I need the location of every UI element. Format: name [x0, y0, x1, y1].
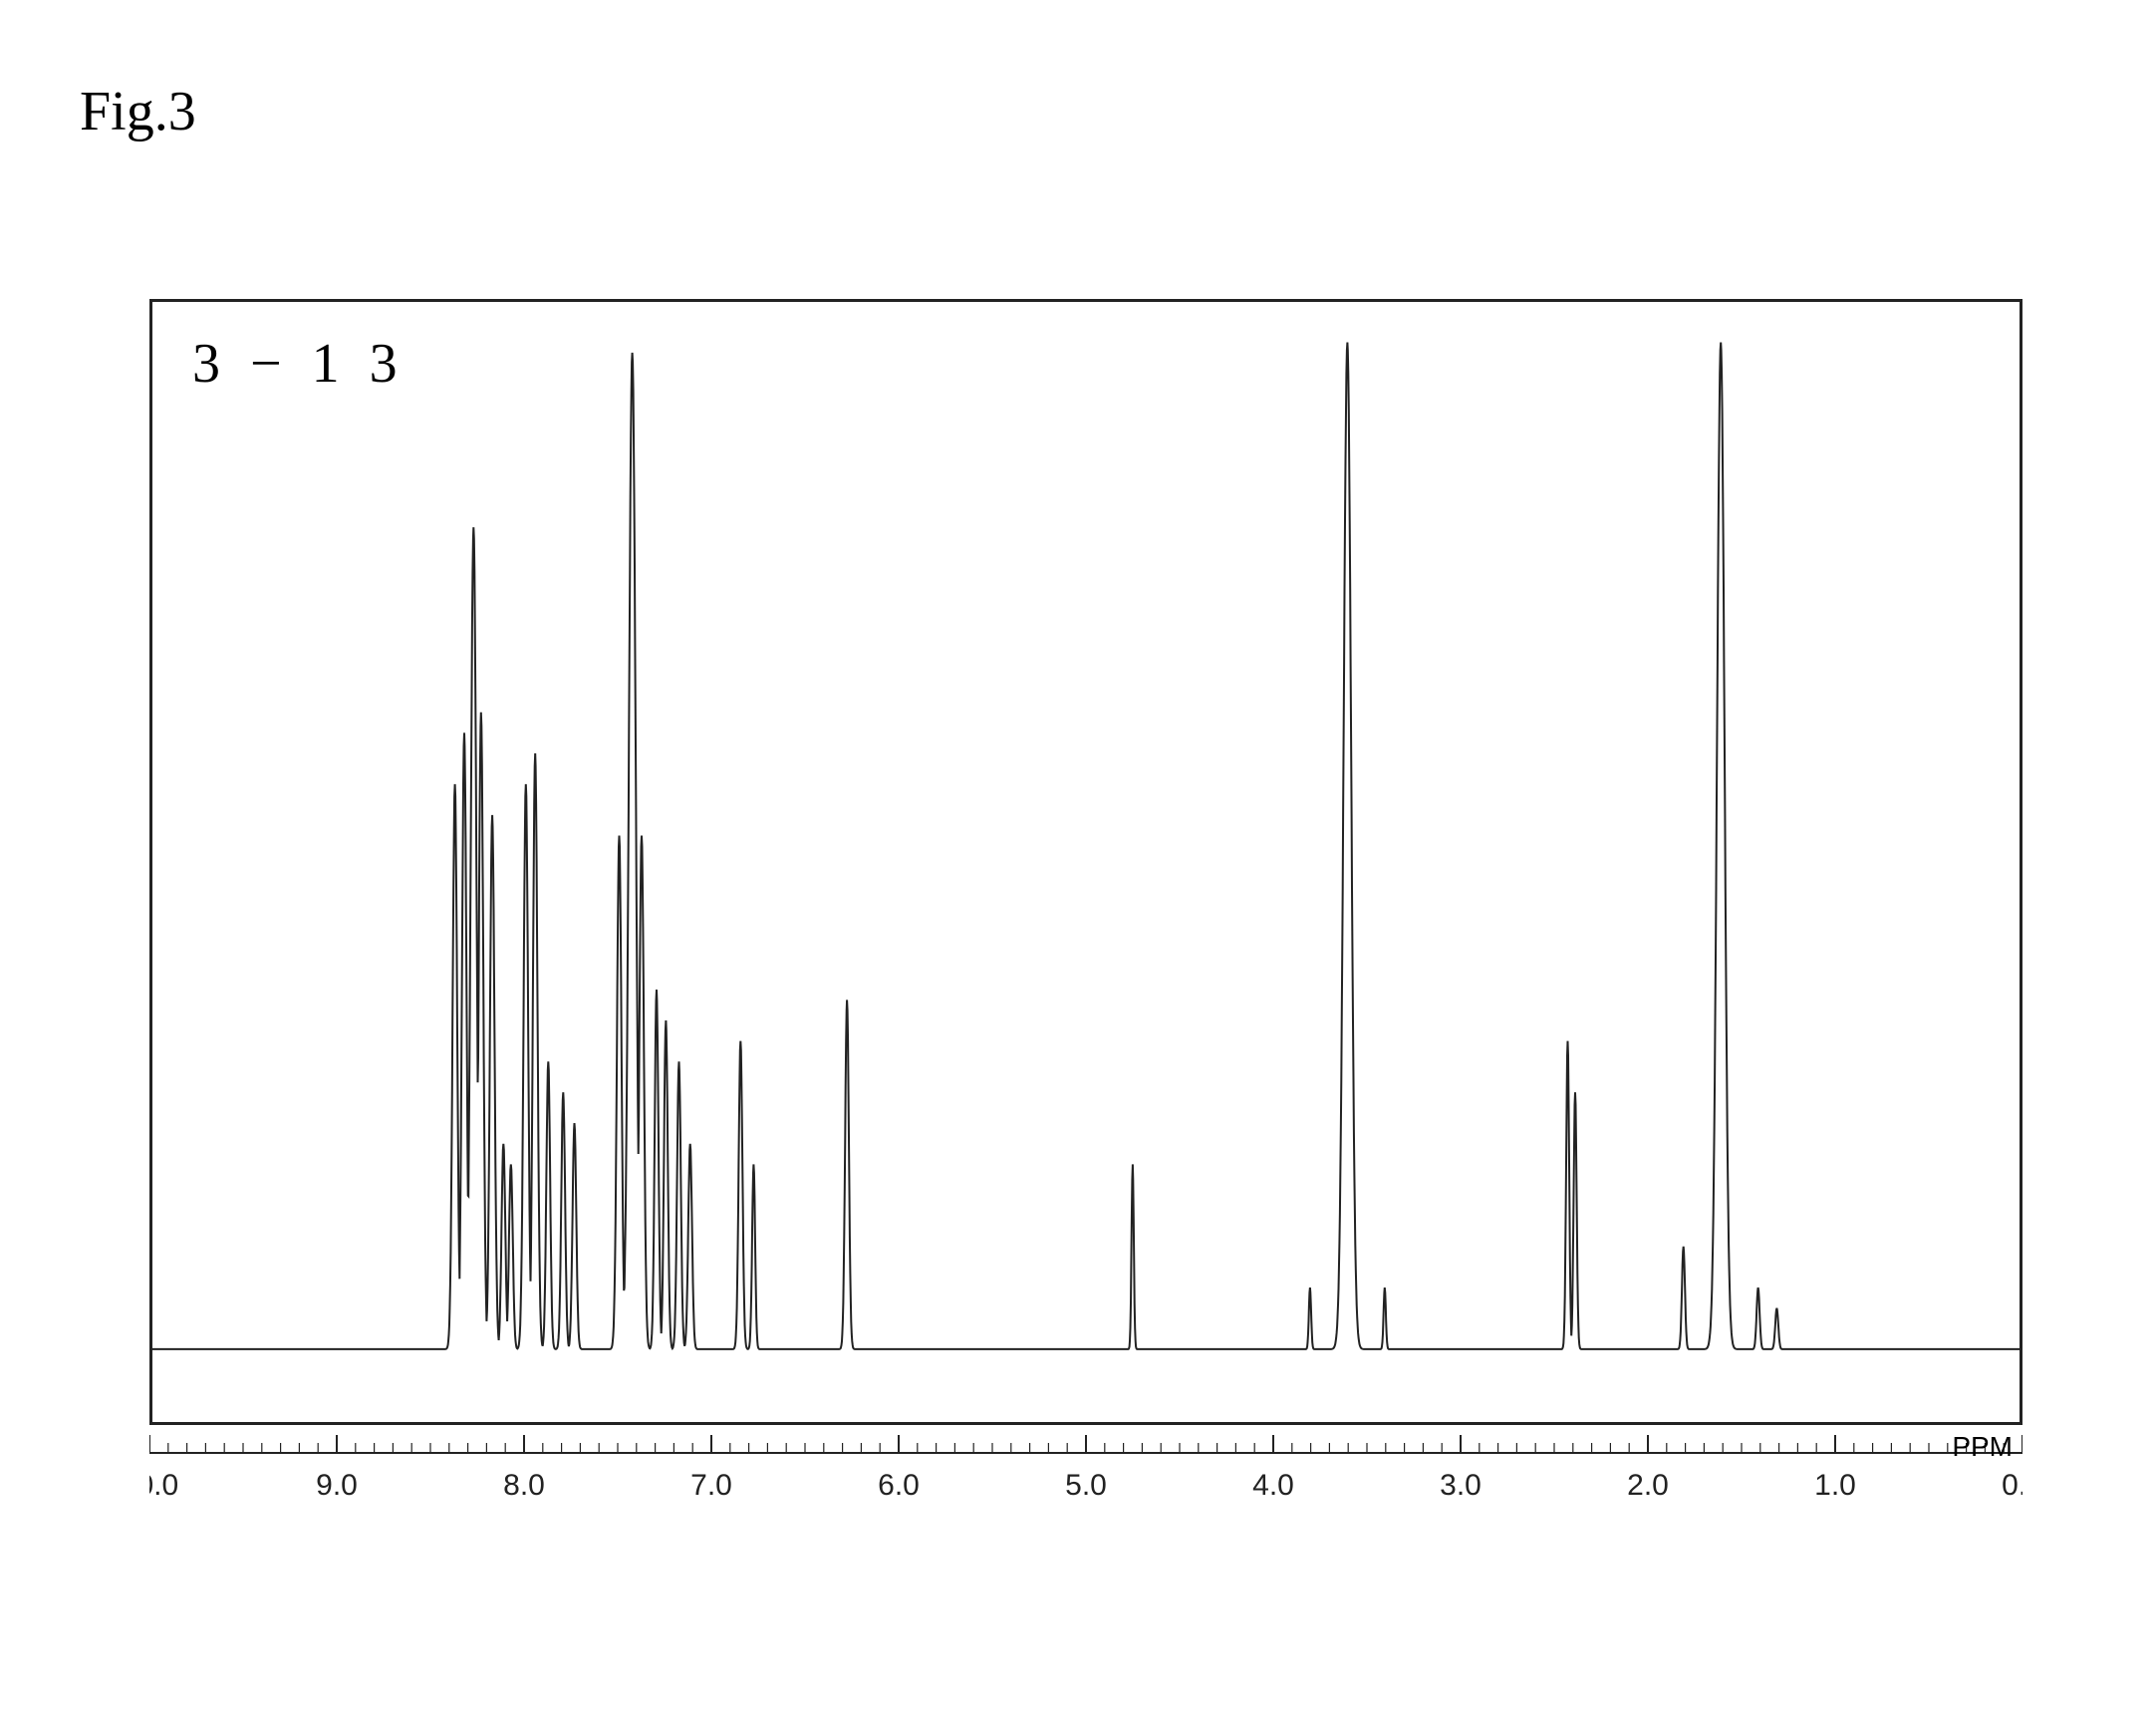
axis-tick-label: 7.0	[690, 1469, 732, 1502]
axis-tick-label: 0.0	[2002, 1469, 2022, 1502]
figure-label: Fig.3	[80, 80, 196, 143]
axis-tick-label: 5.0	[1065, 1469, 1107, 1502]
axis-tick-label: 8.0	[503, 1469, 545, 1502]
axis-tick-label: 4.0	[1252, 1469, 1294, 1502]
axis-tick-label: 1.0	[1814, 1469, 1856, 1502]
spectrum-panel: 3 − 1 3	[149, 299, 2022, 1425]
axis-tick-label: 3.0	[1440, 1469, 1482, 1502]
x-axis: PPM 10.0 9.0 8.0 7.0 6.0 5.0 4.0 3.0 2.0 1.0 0.0	[149, 1425, 2022, 1535]
nmr-spectrum-plot	[152, 302, 2020, 1422]
axis-tick-label: 9.0	[316, 1469, 358, 1502]
axis-unit-label: PPM	[1952, 1431, 2013, 1463]
axis-tick-label: 6.0	[878, 1469, 920, 1502]
axis-tick-label: 10.0	[149, 1469, 178, 1502]
axis-tick-label: 2.0	[1627, 1469, 1669, 1502]
